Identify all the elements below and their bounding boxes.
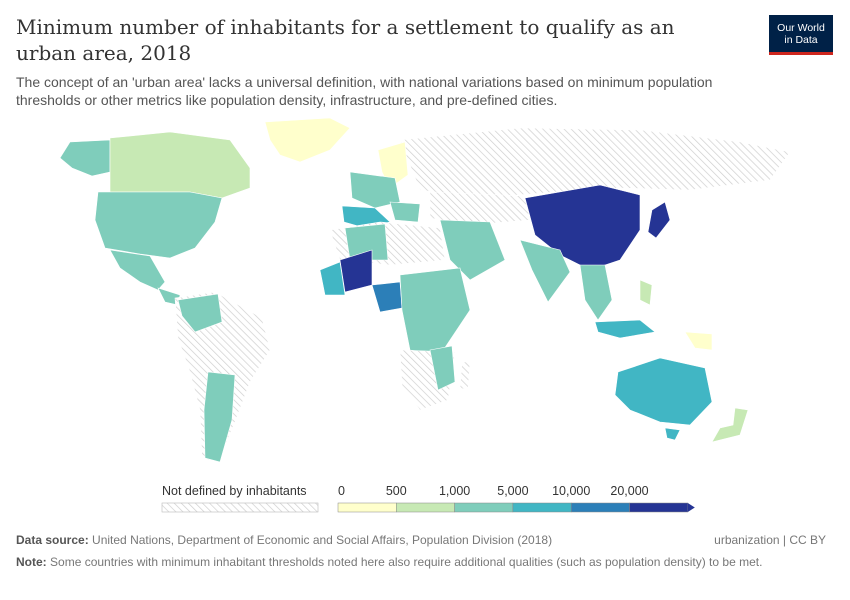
note: Note: Some countries with minimum inhabi… xyxy=(16,554,826,570)
region-venezuela-colombia[interactable] xyxy=(177,293,223,333)
data-source: Data source: United Nations, Department … xyxy=(16,532,552,548)
region-mexico[interactable] xyxy=(109,249,166,291)
region-japan[interactable] xyxy=(647,201,671,239)
region-algeria[interactable] xyxy=(344,223,389,261)
source-row: Data source: United Nations, Department … xyxy=(16,532,826,548)
region-greenland[interactable] xyxy=(264,117,351,163)
region-new-zealand[interactable] xyxy=(711,407,749,443)
legend-bin-2[interactable] xyxy=(454,502,514,513)
region-central-asia[interactable] xyxy=(429,191,531,226)
region-middle-east[interactable] xyxy=(439,219,506,281)
region-central-africa[interactable] xyxy=(399,267,471,356)
region-united-states[interactable] xyxy=(94,191,223,259)
license-text[interactable]: urbanization | CC BY xyxy=(714,533,826,547)
region-canada[interactable] xyxy=(109,131,251,199)
region-balkans[interactable] xyxy=(389,201,421,223)
note-label: Note: xyxy=(16,555,47,569)
legend-tick-2: 1,000 xyxy=(439,484,470,498)
chart-title: Minimum number of inhabitants for a sett… xyxy=(16,15,675,65)
region-alaska[interactable] xyxy=(59,139,111,177)
region-papua-new-guinea[interactable] xyxy=(684,331,713,351)
region-west-africa[interactable] xyxy=(319,261,346,296)
source-text[interactable]: United Nations, Department of Economic a… xyxy=(92,533,553,547)
map-legend: Not defined by inhabitants 0 500 1,000 5,00… xyxy=(161,484,695,513)
owid-logo[interactable]: Our World in Data xyxy=(769,15,833,55)
region-india[interactable] xyxy=(519,239,571,303)
logo-line-1: Our World xyxy=(777,21,825,34)
logo-line-2: in Data xyxy=(784,33,818,46)
legend-nodata-swatch xyxy=(161,502,319,513)
region-mozambique[interactable] xyxy=(429,345,456,391)
region-philippines[interactable] xyxy=(639,279,653,306)
footer: Data source: United Nations, Department … xyxy=(16,532,826,570)
region-madagascar[interactable] xyxy=(459,361,471,391)
legend-bin-1[interactable] xyxy=(396,502,455,513)
chart-subtitle: The concept of an 'urban area' lacks a u… xyxy=(16,74,713,108)
region-tasmania[interactable] xyxy=(664,427,681,441)
world-map[interactable] xyxy=(0,110,850,485)
legend-nodata-label: Not defined by inhabitants xyxy=(162,484,307,498)
legend-arrow xyxy=(687,503,695,512)
legend-tick-0: 0 xyxy=(338,484,345,498)
legend-tick-1: 500 xyxy=(386,484,407,498)
legend-bin-4[interactable] xyxy=(570,502,630,513)
region-nigeria[interactable] xyxy=(371,281,403,313)
note-text: Some countries with minimum inhabitant t… xyxy=(50,555,763,569)
legend-bin-0[interactable] xyxy=(337,502,397,513)
legend-tick-4: 10,000 xyxy=(552,484,590,498)
legend-bin-5[interactable] xyxy=(629,502,689,513)
region-northern-europe[interactable] xyxy=(349,171,401,209)
region-indonesia[interactable] xyxy=(594,319,656,339)
legend-tick-3: 5,000 xyxy=(497,484,528,498)
region-argentina[interactable] xyxy=(203,371,236,463)
region-australia[interactable] xyxy=(614,357,713,426)
legend-tick-5: 20,000 xyxy=(610,484,648,498)
region-southeast-asia[interactable] xyxy=(579,264,613,321)
legend-bin-3[interactable] xyxy=(512,502,572,513)
source-label: Data source: xyxy=(16,533,89,547)
